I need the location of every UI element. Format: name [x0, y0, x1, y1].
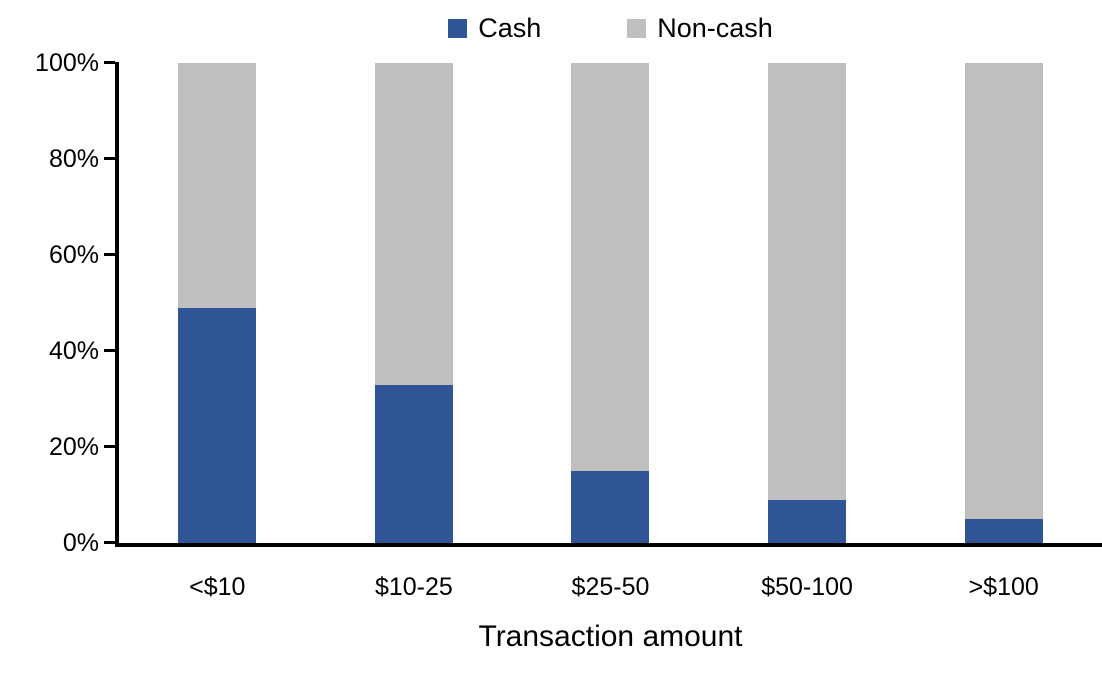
- legend-item-cash: Cash: [448, 12, 542, 43]
- x-axis-labels: <$10 $10-25 $25-50 $50-100 >$100: [119, 572, 1102, 602]
- x-axis-category-label: <$10: [189, 573, 246, 601]
- bar-segment-cash: [964, 519, 1043, 543]
- legend-label: Cash: [478, 12, 542, 43]
- bar-3: [571, 63, 650, 543]
- y-axis-tick-label: 20%: [48, 433, 99, 461]
- legend-item-non-cash: Non-cash: [627, 12, 773, 43]
- bar-segment-non-cash: [768, 63, 847, 500]
- x-axis-category-label: $50-100: [761, 573, 853, 601]
- x-axis-title: Transaction amount: [478, 620, 743, 653]
- plot-area: [119, 63, 1102, 543]
- legend-swatch-icon: [448, 18, 468, 38]
- x-axis-category-label: $25-50: [571, 573, 650, 601]
- y-axis-tick: [104, 349, 115, 352]
- bar-2: [374, 63, 453, 543]
- x-axis-line: [115, 543, 1102, 547]
- y-axis-line: [115, 62, 119, 547]
- x-axis-category-label: $10-25: [374, 573, 453, 601]
- y-axis-tick: [104, 541, 115, 544]
- y-axis-tick-label: 0%: [62, 529, 99, 557]
- y-axis-tick-label: 40%: [48, 337, 99, 365]
- chart-legend: Cash Non-cash: [119, 9, 1102, 47]
- legend-label: Non-cash: [657, 12, 773, 43]
- bar-segment-cash: [178, 307, 257, 543]
- y-axis-tick-label: 100%: [35, 49, 99, 77]
- bar-segment-non-cash: [571, 63, 650, 471]
- bar-segment-cash: [768, 499, 847, 543]
- y-axis-tick-label: 80%: [48, 145, 99, 173]
- bar-segment-non-cash: [178, 63, 257, 308]
- bar-4: [768, 63, 847, 543]
- bar-segment-cash: [374, 384, 453, 543]
- y-axis-tick: [104, 253, 115, 256]
- bar-segment-cash: [571, 471, 650, 543]
- y-axis-tick-label: 60%: [48, 241, 99, 269]
- bar-1: [178, 63, 257, 543]
- y-axis-tick: [104, 61, 115, 64]
- bar-segment-non-cash: [964, 63, 1043, 519]
- x-axis-category-label: >$100: [968, 573, 1039, 601]
- bar-segment-non-cash: [374, 63, 453, 385]
- bar-5: [964, 63, 1043, 543]
- y-axis-tick: [104, 445, 115, 448]
- y-axis-tick: [104, 157, 115, 160]
- legend-swatch-icon: [627, 18, 647, 38]
